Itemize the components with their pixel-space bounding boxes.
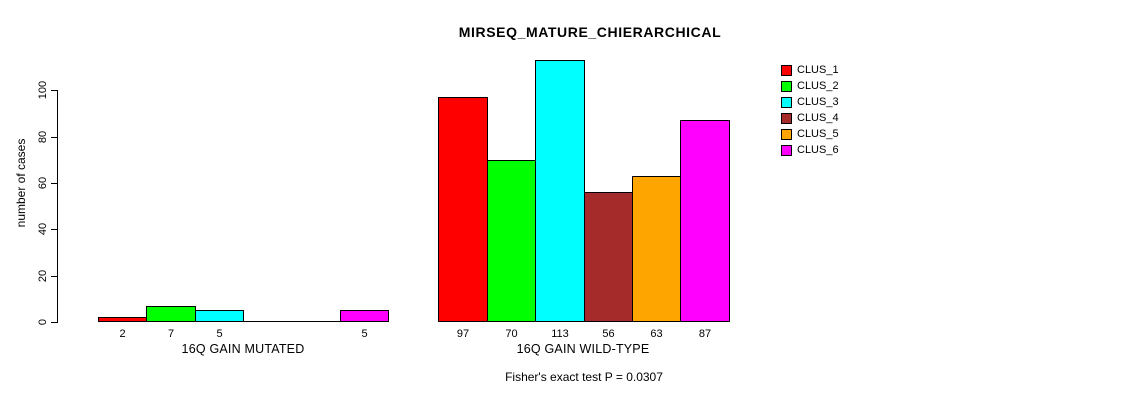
legend-item-label: CLUS_3 [797,95,839,108]
legend: CLUS_1 CLUS_2 CLUS_3 CLUS_4 CLUS_5 CLUS_6 [781,62,839,158]
y-tick-label: 20 [37,269,49,283]
bar-value-label: 5 [216,328,223,340]
legend-item-label: CLUS_2 [797,79,839,92]
legend-item-clus_1: CLUS_1 [781,62,839,78]
y-axis-tick [51,229,57,230]
y-axis-tick [51,183,57,184]
y-axis-tick [51,322,57,323]
bar-value-label: 63 [650,328,663,340]
bar-clus_5-zero [291,321,341,322]
group-axis-label: 16Q GAIN WILD-TYPE [516,342,650,356]
y-axis-tick [51,90,57,91]
bar-value-label: 97 [456,328,470,340]
bar-clus_6 [340,310,389,322]
y-tick-label: 40 [37,222,49,236]
bar-value-label: 70 [505,328,518,340]
chart-title: MIRSEQ_MATURE_CHIERARCHICAL [458,24,722,40]
legend-item-clus_3: CLUS_3 [781,94,839,110]
legend-swatch-icon [781,64,792,76]
legend-item-clus_4: CLUS_4 [781,110,839,126]
legend-swatch-icon [781,112,792,124]
bar-clus_1 [98,317,147,322]
bar-value-label: 87 [698,328,712,340]
bar-value-label: 2 [119,328,126,340]
legend-item-clus_5: CLUS_5 [781,126,839,142]
y-axis-line [57,90,58,323]
legend-item-clus_2: CLUS_2 [781,78,839,94]
bar-clus_4-zero [243,321,292,322]
legend-item-label: CLUS_1 [797,63,839,76]
footnote: Fisher's exact test P = 0.0307 [505,370,663,384]
bar-clus_2 [487,160,536,322]
bar-value-label: 7 [167,328,175,340]
bar-clus_1 [438,97,488,322]
y-tick-label: 100 [37,80,49,100]
bar-value-label: 56 [602,328,615,340]
y-tick-label: 60 [37,176,49,190]
legend-swatch-icon [781,128,792,140]
legend-swatch-icon [781,80,792,92]
bar-clus_6 [680,120,730,322]
bar-value-label: 5 [361,328,368,340]
legend-swatch-icon [781,144,792,156]
bar-value-label: 113 [551,328,569,340]
y-tick-label: 0 [37,318,49,326]
y-tick-label: 80 [37,130,49,144]
legend-swatch-icon [781,96,792,108]
legend-item-label: CLUS_4 [797,111,839,124]
bar-clus_3 [535,60,585,322]
bar-clus_3 [195,310,244,322]
y-axis-tick [51,137,57,138]
bar-clus_5 [632,176,681,322]
group-axis-label: 16Q GAIN MUTATED [181,342,305,356]
bar-clus_2 [146,306,196,322]
legend-item-label: CLUS_6 [797,143,839,156]
legend-item-clus_6: CLUS_6 [781,142,839,158]
bar-clus_4 [584,192,633,322]
y-axis-tick [51,276,57,277]
legend-item-label: CLUS_5 [797,127,839,140]
